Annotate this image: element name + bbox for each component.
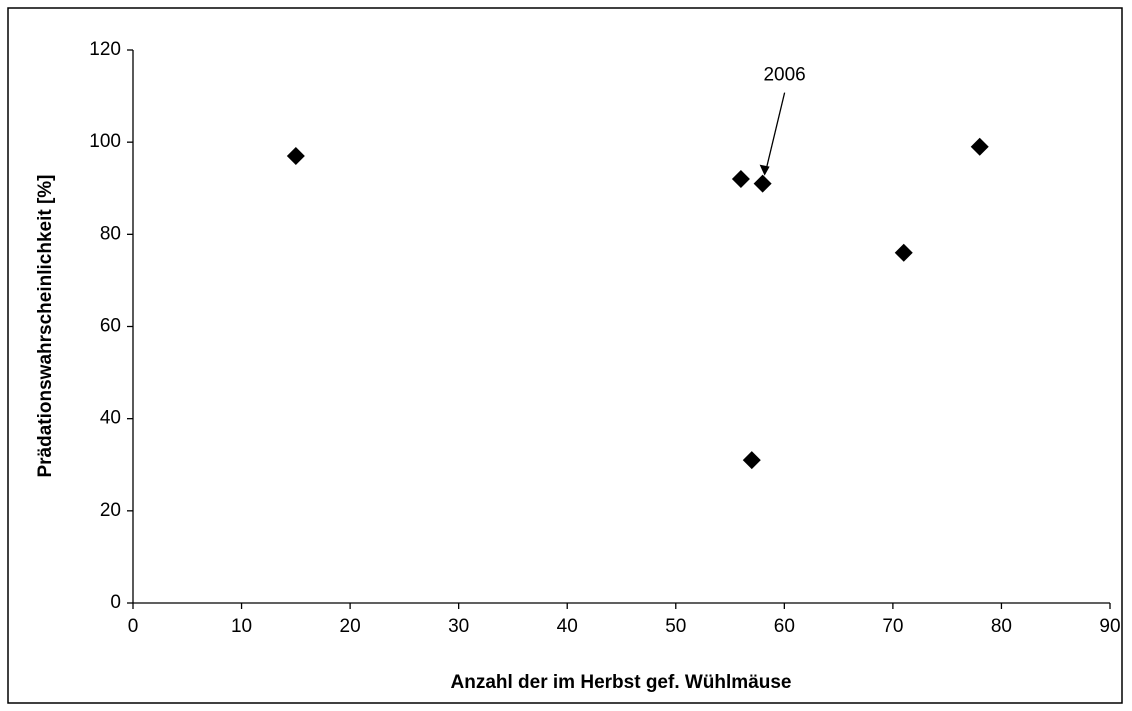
- point: [970, 137, 989, 156]
- x-tick-label: 70: [882, 616, 903, 637]
- annotation-arrowhead: [759, 164, 770, 176]
- y-tick-label: 40: [100, 408, 121, 429]
- x-tick-label: 10: [231, 616, 252, 637]
- y-tick-label: 100: [89, 131, 121, 152]
- point: [753, 174, 772, 193]
- point: [742, 451, 761, 470]
- y-tick-label: 120: [89, 39, 121, 60]
- y-tick-label: 80: [100, 223, 121, 244]
- x-tick-label: 80: [991, 616, 1012, 637]
- x-tick-label: 20: [340, 616, 361, 637]
- x-tick-label: 40: [557, 616, 578, 637]
- y-tick-label: 0: [110, 592, 121, 613]
- x-tick-label: 50: [665, 616, 686, 637]
- x-tick-label: 30: [448, 616, 469, 637]
- x-tick-label: 0: [128, 616, 139, 637]
- x-tick-label: 90: [1099, 616, 1120, 637]
- x-tick-label: 60: [774, 616, 795, 637]
- annotation: 2006: [763, 65, 805, 86]
- annotation-arrow: [764, 92, 786, 172]
- point: [731, 170, 750, 189]
- y-axis-label: Prädationswahrscheinlichkeit [%]: [35, 174, 56, 477]
- point: [894, 243, 913, 262]
- y-tick-label: 60: [100, 316, 121, 337]
- y-tick-label: 20: [100, 500, 121, 521]
- x-axis-label: Anzahl der im Herbst gef. Wühlmäuse: [451, 672, 792, 693]
- point: [286, 146, 305, 165]
- chart-frame: [7, 7, 1123, 704]
